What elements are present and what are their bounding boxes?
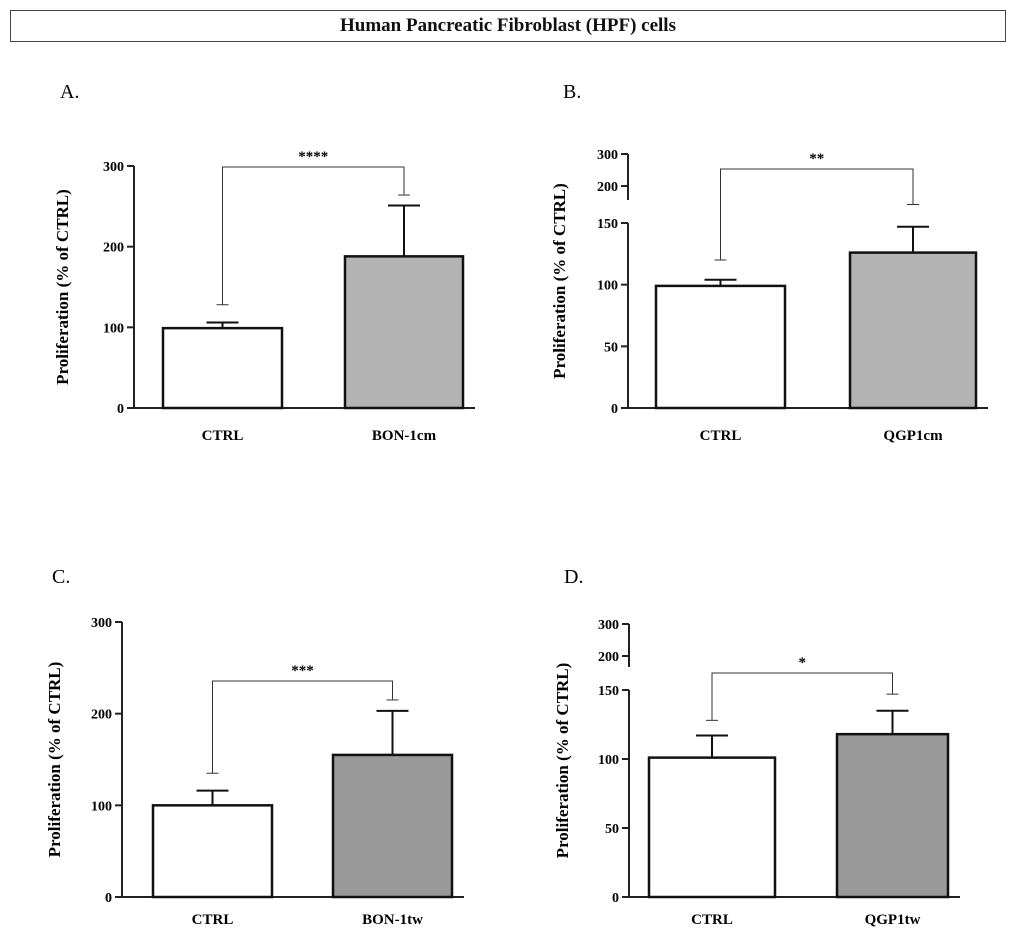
panel-a-y-tick-label: 100: [103, 321, 124, 336]
panel-b-letter: B.: [563, 81, 581, 103]
panel-b-bar-qgp1cm: [848, 251, 978, 410]
panel-a-bar-bon-1cm: [343, 255, 465, 410]
panel-a-y-tick-label: 200: [103, 241, 124, 256]
panel-b-y-tick-label: 150: [597, 217, 618, 232]
panel-d-significance-label: *: [799, 655, 807, 671]
panel-d-y-tick-label: 200: [598, 650, 619, 665]
panel-c-significance-bracket: [212, 680, 393, 774]
panel-a-letter: A.: [60, 81, 79, 103]
panel-a-category-label: CTRL: [202, 428, 244, 444]
figure-title: Human Pancreatic Fibroblast (HPF) cells: [10, 10, 1006, 42]
panel-b-y-tick-label: 100: [597, 279, 618, 294]
panel-a-y-tick-label: 300: [103, 160, 124, 175]
panel-a-bar-ctrl: [161, 326, 284, 410]
panel-b-category-label: CTRL: [700, 428, 742, 444]
panel-b-significance-label: **: [809, 151, 824, 167]
panel-b-bar-ctrl: [654, 284, 787, 410]
panel-b-y-tick-label: 50: [604, 340, 618, 355]
panel-c-bar-ctrl: [151, 804, 274, 899]
panel-c-category-label: BON-1tw: [362, 912, 423, 928]
panel-d-y-axis-title: Proliferation (% of CTRL): [553, 663, 572, 859]
panel-a-significance-bracket: [222, 166, 405, 305]
panel-c-bar-bon-1tw: [331, 753, 454, 899]
panel-c-letter: C.: [52, 566, 70, 588]
panel-d-y-tick-label: 150: [598, 684, 619, 699]
panel-c-y-tick-label: 0: [105, 891, 112, 906]
panel-a-y-tick-label: 0: [117, 402, 124, 417]
panel-d-category-label: QGP1tw: [865, 912, 921, 928]
panel-d-bar-qgp1tw: [835, 732, 950, 899]
panel-a-significance-label: ****: [298, 149, 328, 165]
panel-b-y-axis-title: Proliferation (% of CTRL): [550, 183, 569, 379]
panel-d-y-tick-label: 300: [598, 618, 619, 633]
panel-c-y-tick-label: 100: [91, 799, 112, 814]
panel-d-y-tick-label: 50: [605, 822, 619, 837]
panel-c-y-tick-label: 200: [91, 708, 112, 723]
panel-a-category-label: BON-1cm: [372, 428, 437, 444]
panel-d-y-tick-label: 100: [598, 753, 619, 768]
panel-c-y-tick-label: 300: [91, 616, 112, 631]
panel-d-significance-bracket: [711, 672, 893, 721]
panel-b-y-tick-label: 0: [611, 402, 618, 417]
panel-b-y-tick-label: 300: [597, 148, 618, 163]
panel-b-y-tick-label: 200: [597, 180, 618, 195]
panel-c-significance-label: ***: [291, 663, 314, 679]
panel-d-category-label: CTRL: [691, 912, 733, 928]
panel-d-y-tick-label: 0: [612, 891, 619, 906]
panel-d-bar-ctrl: [647, 756, 777, 899]
panel-c-category-label: CTRL: [192, 912, 234, 928]
panel-b-category-label: QGP1cm: [883, 428, 943, 444]
panel-a-y-axis-title: Proliferation (% of CTRL): [53, 189, 72, 385]
panel-d-letter: D.: [564, 566, 583, 588]
panel-b-significance-bracket: [720, 168, 914, 260]
panel-c-y-axis-title: Proliferation (% of CTRL): [45, 662, 64, 858]
